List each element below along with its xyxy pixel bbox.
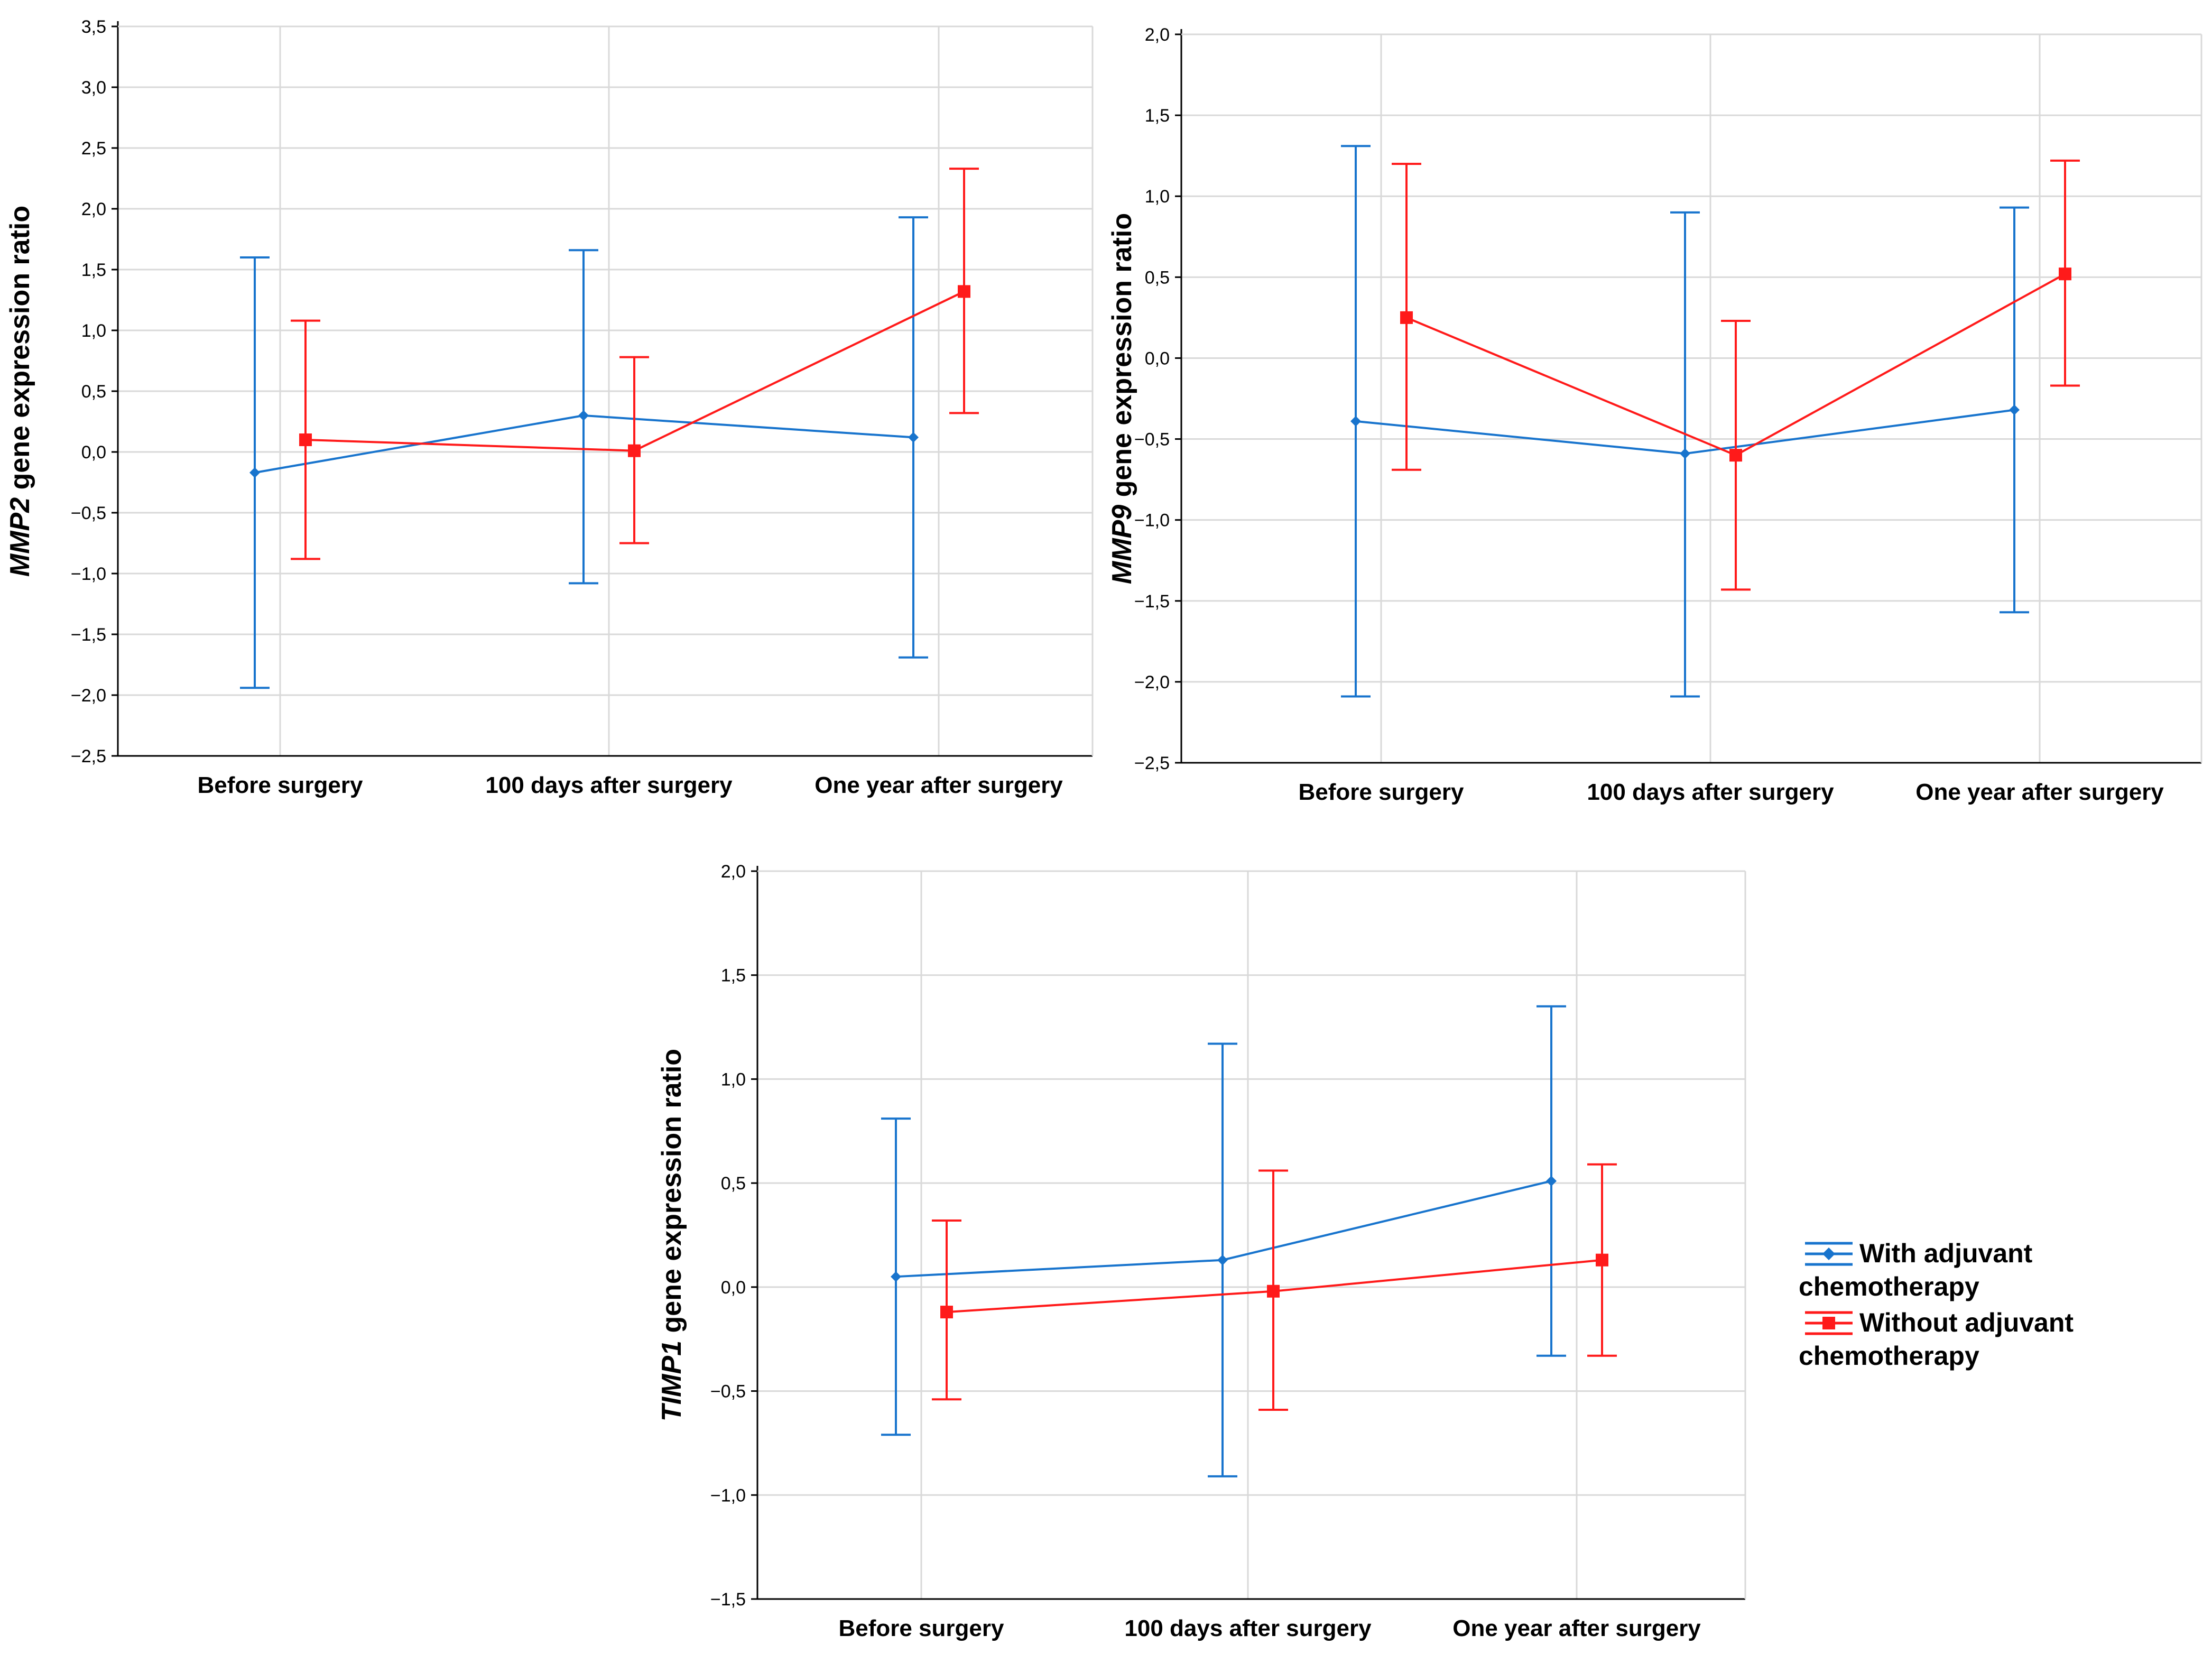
data-point-square [628,444,641,457]
series-without-adjuvant [291,168,979,560]
data-point-square [1729,449,1742,462]
x-category-label: Before surgery [838,1615,1004,1641]
y-tick-label: 0,5 [721,1173,746,1194]
y-tick-label: −2,5 [71,746,106,766]
y-tick-label: −0,5 [71,503,106,523]
data-point-square [1596,1253,1608,1267]
x-category-label: One year after surgery [1452,1615,1701,1641]
data-point-square [299,433,312,446]
y-axis-label-gene: MMP9 [1107,505,1137,584]
y-tick-label: −2,0 [1134,672,1170,692]
legend: With adjuvant chemotherapy Without adjuv… [1799,1239,2074,1371]
x-category-label: Before surgery [1298,779,1464,805]
y-tick-label: 0,0 [1145,348,1170,368]
data-point-diamond [578,410,589,421]
y-tick-label: 1,0 [81,321,106,341]
data-point-diamond [2009,404,2020,415]
data-point-square [1400,311,1413,324]
y-tick-label: −1,0 [710,1485,746,1505]
x-category-label: Before surgery [197,772,363,798]
x-category-label: One year after surgery [1915,779,2164,805]
legend-without-label-line1: Without adjuvant [1859,1308,2074,1337]
y-tick-label: 0,5 [81,382,106,402]
y-tick-label: 1,0 [1145,187,1170,207]
y-axis-label-gene: TIMP1 [656,1341,687,1421]
data-point-diamond [1350,415,1361,427]
chart-mmp9: 2,0 1,5 1,0 0,5 0,0 −0,5 −1,0 −1,5 −2,0 −2,5 Befor… [1107,25,2202,805]
series-without-adjuvant [1392,159,2080,591]
y-tick-label: 2,0 [721,862,746,882]
legend-item-without: Without adjuvant chemotherapy [1799,1308,2074,1371]
x-category-label: 100 days after surgery [485,772,733,798]
series-with-adjuvant [1341,145,2029,698]
y-axis-label: MMP9 gene expression ratio [1107,213,1137,584]
y-tick-label: −0,5 [710,1382,746,1402]
series-with-adjuvant [240,216,928,689]
y-axis-label-text: gene expression ratio [5,206,35,497]
data-point-square [940,1306,953,1319]
y-tick-label: 1,5 [1145,106,1170,126]
data-point-square [1267,1285,1280,1298]
legend-item-with: With adjuvant chemotherapy [1799,1239,2033,1301]
x-category-label: One year after surgery [815,772,1063,798]
y-tick-label: 3,0 [81,78,106,98]
y-tick-label: 0,5 [1145,267,1170,288]
legend-with-diamond-icon [1822,1248,1835,1260]
data-point-square [958,285,970,298]
data-point-diamond [249,467,260,478]
y-tick-label: 2,0 [81,199,106,219]
y-tick-label: 1,0 [721,1069,746,1089]
legend-without-square-icon [1822,1317,1835,1329]
x-category-label: 100 days after surgery [1587,779,1834,805]
y-tick-label: 1,5 [81,260,106,280]
y-tick-label: −2,5 [1134,753,1170,773]
series-with-adjuvant [881,1005,1566,1477]
legend-with-label-line2: chemotherapy [1799,1272,1979,1301]
data-point-diamond [908,432,919,443]
y-axis-label-gene: MMP2 [5,497,35,577]
x-category-label: 100 days after surgery [1124,1615,1372,1641]
series-without-adjuvant [932,1163,1617,1411]
y-tick-label: −1,0 [71,564,106,584]
y-axis-label: TIMP1 gene expression ratio [656,1049,687,1421]
y-tick-label: −0,5 [1134,430,1170,450]
chart-timp1: 2,0 1,5 1,0 0,5 0,0 −0,5 −1,0 −1,5 Before surger… [656,862,1746,1641]
data-point-square [2059,267,2071,281]
y-axis-label-text: gene expression ratio [1107,213,1137,505]
legend-without-label-line2: chemotherapy [1799,1341,1979,1371]
y-tick-label: 3,5 [81,17,106,37]
y-tick-label: 2,0 [1145,25,1170,45]
y-axis-label-text: gene expression ratio [656,1049,687,1341]
y-tick-label: 0,0 [721,1278,746,1298]
data-point-diamond [1546,1176,1557,1187]
y-tick-label: −1,5 [71,625,106,645]
y-axis-label: MMP2 gene expression ratio [5,206,35,577]
y-tick-label: 2,5 [81,138,106,159]
y-tick-label: −1,5 [710,1590,746,1610]
data-point-diamond [1680,448,1690,459]
y-tick-label: −1,5 [1134,592,1170,612]
y-tick-label: 0,0 [81,442,106,463]
data-point-diamond [1217,1254,1228,1265]
legend-with-label-line1: With adjuvant [1859,1239,2033,1268]
y-tick-label: −1,0 [1134,511,1170,531]
y-tick-label: 1,5 [721,966,746,986]
data-point-diamond [891,1271,901,1282]
y-tick-label: −2,0 [71,686,106,706]
chart-mmp2: 3,5 3,0 2,5 2,0 1,5 1,0 0,5 0,0 −0,5 −1,0 −1,5 −2,0… [5,17,1094,798]
